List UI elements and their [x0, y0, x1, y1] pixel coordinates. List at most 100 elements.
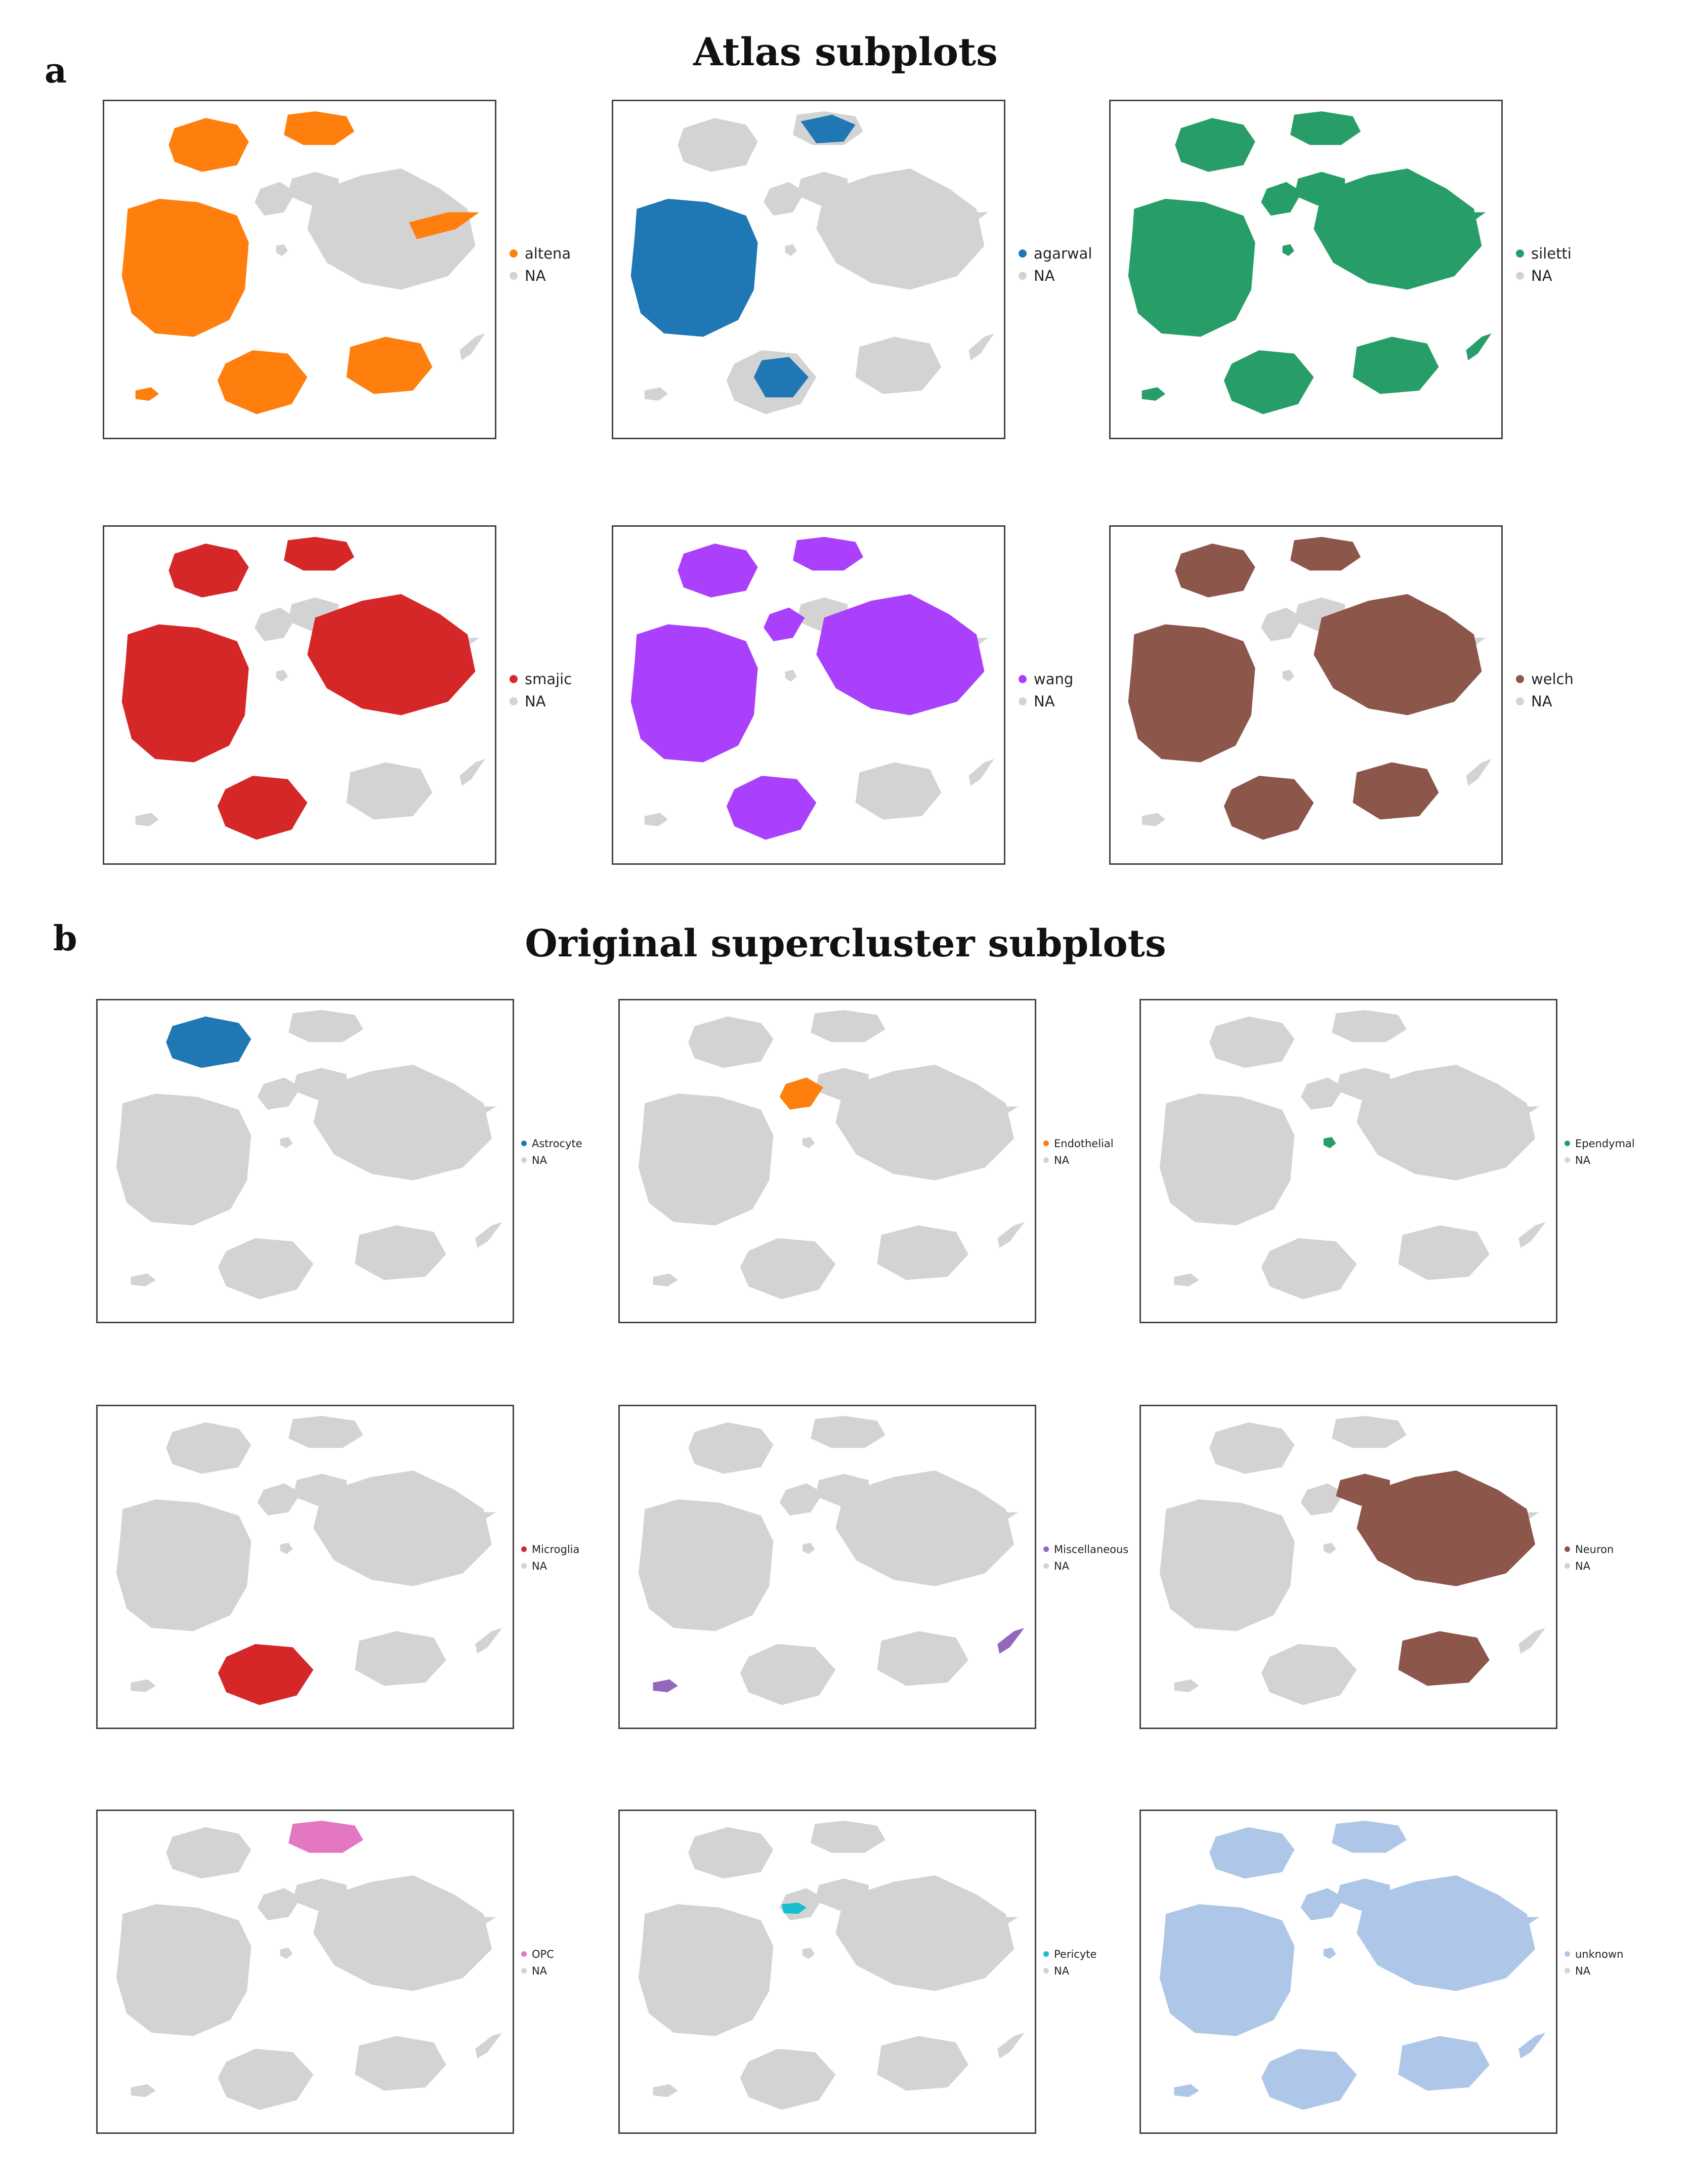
legend-label: Endothelial [1054, 1137, 1114, 1150]
highlight-cluster-tiny_mid [1323, 1947, 1336, 1959]
umap-scatter [116, 1821, 502, 2110]
legend-label: NA [532, 1560, 547, 1572]
legend-marker [1019, 675, 1027, 683]
highlight-cluster-bottom_left [217, 350, 308, 414]
legend-entry: agarwal [1019, 242, 1092, 265]
umap-scatter [638, 1416, 1025, 1705]
legend-marker [521, 1546, 527, 1552]
na-cluster-top_left [166, 1422, 251, 1474]
highlight-cluster-bottom_right [346, 337, 433, 394]
legend-entry: Miscellaneous [1043, 1541, 1128, 1558]
legend-marker [510, 249, 518, 258]
highlight-cluster-middle_small [1300, 1888, 1344, 1920]
na-cluster-top_right [811, 1416, 885, 1448]
highlight-cluster-tiny_mid [1282, 244, 1294, 256]
na-cluster-big_left [638, 1499, 774, 1631]
legend-label: OPC [532, 1948, 554, 1960]
umap-scatter [630, 536, 994, 840]
umap-scatter [630, 111, 994, 414]
na-cluster-big_left [1159, 1094, 1295, 1226]
na-cluster-spike_right [459, 333, 485, 361]
na-cluster-tiny_mid [280, 1947, 293, 1959]
highlight-cluster-middle_small [1261, 182, 1302, 216]
highlight-cluster-big_left [1128, 198, 1255, 337]
na-cluster-tiny_left [644, 387, 668, 401]
umap-scatter [638, 1010, 1025, 1299]
legend-entry: siletti [1516, 242, 1572, 265]
legend-entry: Astrocyte [521, 1135, 582, 1152]
na-cluster-middle_small [255, 182, 296, 216]
legend-entry: smajic [510, 668, 572, 690]
legend-marker [1565, 1157, 1570, 1163]
umap-plot-opc [96, 1810, 514, 2134]
highlight-cluster-tiny_left [1174, 2084, 1199, 2097]
highlight-cluster-big_left [121, 624, 249, 763]
legend-entry: NA [1565, 1962, 1623, 1979]
legend-entry: welch [1516, 668, 1574, 690]
legend-entry: NA [1043, 1962, 1096, 1979]
na-cluster-spike_right [1518, 1222, 1546, 1248]
na-cluster-bottom_right [1398, 1225, 1490, 1280]
na-cluster-bottom_right [855, 762, 942, 820]
legend-marker [521, 1157, 527, 1163]
legend: Ependymal NA [1565, 1135, 1635, 1168]
panel-a-letter: a [45, 51, 67, 91]
legend-marker [510, 675, 518, 683]
legend-marker [1043, 1546, 1049, 1552]
highlight-cluster-tiny_mid [1323, 1137, 1336, 1149]
legend-label: NA [1531, 692, 1552, 710]
highlight-cluster-top_left [678, 543, 758, 598]
legend-marker [1565, 1546, 1570, 1552]
na-cluster-spike_right [459, 759, 485, 786]
highlight-cluster-tiny_left [135, 387, 159, 401]
panel-a-title: Atlas subplots [693, 29, 998, 74]
highlight-cluster-top_right [1290, 536, 1361, 571]
legend-label: wang [1034, 670, 1074, 688]
na-cluster-middle_small [257, 1077, 301, 1110]
umap-plot-wang [612, 525, 1005, 865]
legend-label: NA [1054, 1964, 1070, 1977]
highlight-cluster-neuron_arm [409, 212, 480, 239]
na-cluster-top_right [1332, 1010, 1407, 1042]
na-cluster-neuron_core [313, 1875, 492, 1991]
na-cluster-bottom_left [740, 1644, 836, 1705]
umap-scatter [116, 1010, 502, 1299]
na-cluster-spike_right [475, 1628, 502, 1654]
highlight-cluster-top_right [284, 111, 355, 145]
umap-plot-unknown [1139, 1810, 1557, 2134]
umap-plot-pericyte [618, 1810, 1036, 2134]
umap-plot-smajic [103, 525, 496, 865]
na-cluster-tiny_mid [280, 1542, 293, 1555]
highlight-cluster-big_left [1128, 624, 1255, 763]
legend-entry: altena [510, 242, 571, 265]
legend-entry: NA [521, 1962, 554, 1979]
umap-scatter [1159, 1416, 1546, 1705]
highlight-cluster-neuron_core [1357, 1471, 1535, 1586]
na-cluster-neuron_core [313, 1471, 492, 1586]
na-cluster-top_right [811, 1821, 885, 1853]
na-cluster-top_left [688, 1827, 774, 1879]
na-cluster-bottom_right [877, 2036, 968, 2091]
na-cluster-top_left [1209, 1422, 1295, 1474]
na-cluster-big_left [116, 1499, 251, 1631]
highlight-cluster-top_right [1290, 111, 1361, 145]
highlight-cluster-top_left [168, 543, 249, 598]
highlight-cluster-bottom_left [726, 776, 817, 840]
na-cluster-spike_right [1466, 759, 1492, 786]
legend-label: NA [1034, 267, 1055, 284]
umap-scatter [1128, 111, 1492, 414]
highlight-cluster-neuron_core [1314, 594, 1482, 716]
na-cluster-bottom_left [1261, 1644, 1357, 1705]
na-cluster-middle_small [1300, 1077, 1344, 1110]
na-cluster-top_right [288, 1416, 363, 1448]
na-cluster-big_left [638, 1904, 774, 2036]
legend-marker [1516, 675, 1524, 683]
umap-plot-ependymal [1139, 999, 1557, 1323]
highlight-cluster-bottom_left [217, 776, 308, 840]
legend-marker [1043, 1141, 1049, 1147]
legend-entry: NA [521, 1152, 582, 1168]
legend-entry: NA [521, 1558, 579, 1574]
na-cluster-tiny_left [653, 2084, 678, 2097]
legend-marker [1565, 1968, 1570, 1974]
highlight-cluster-top_right [1332, 1821, 1407, 1853]
